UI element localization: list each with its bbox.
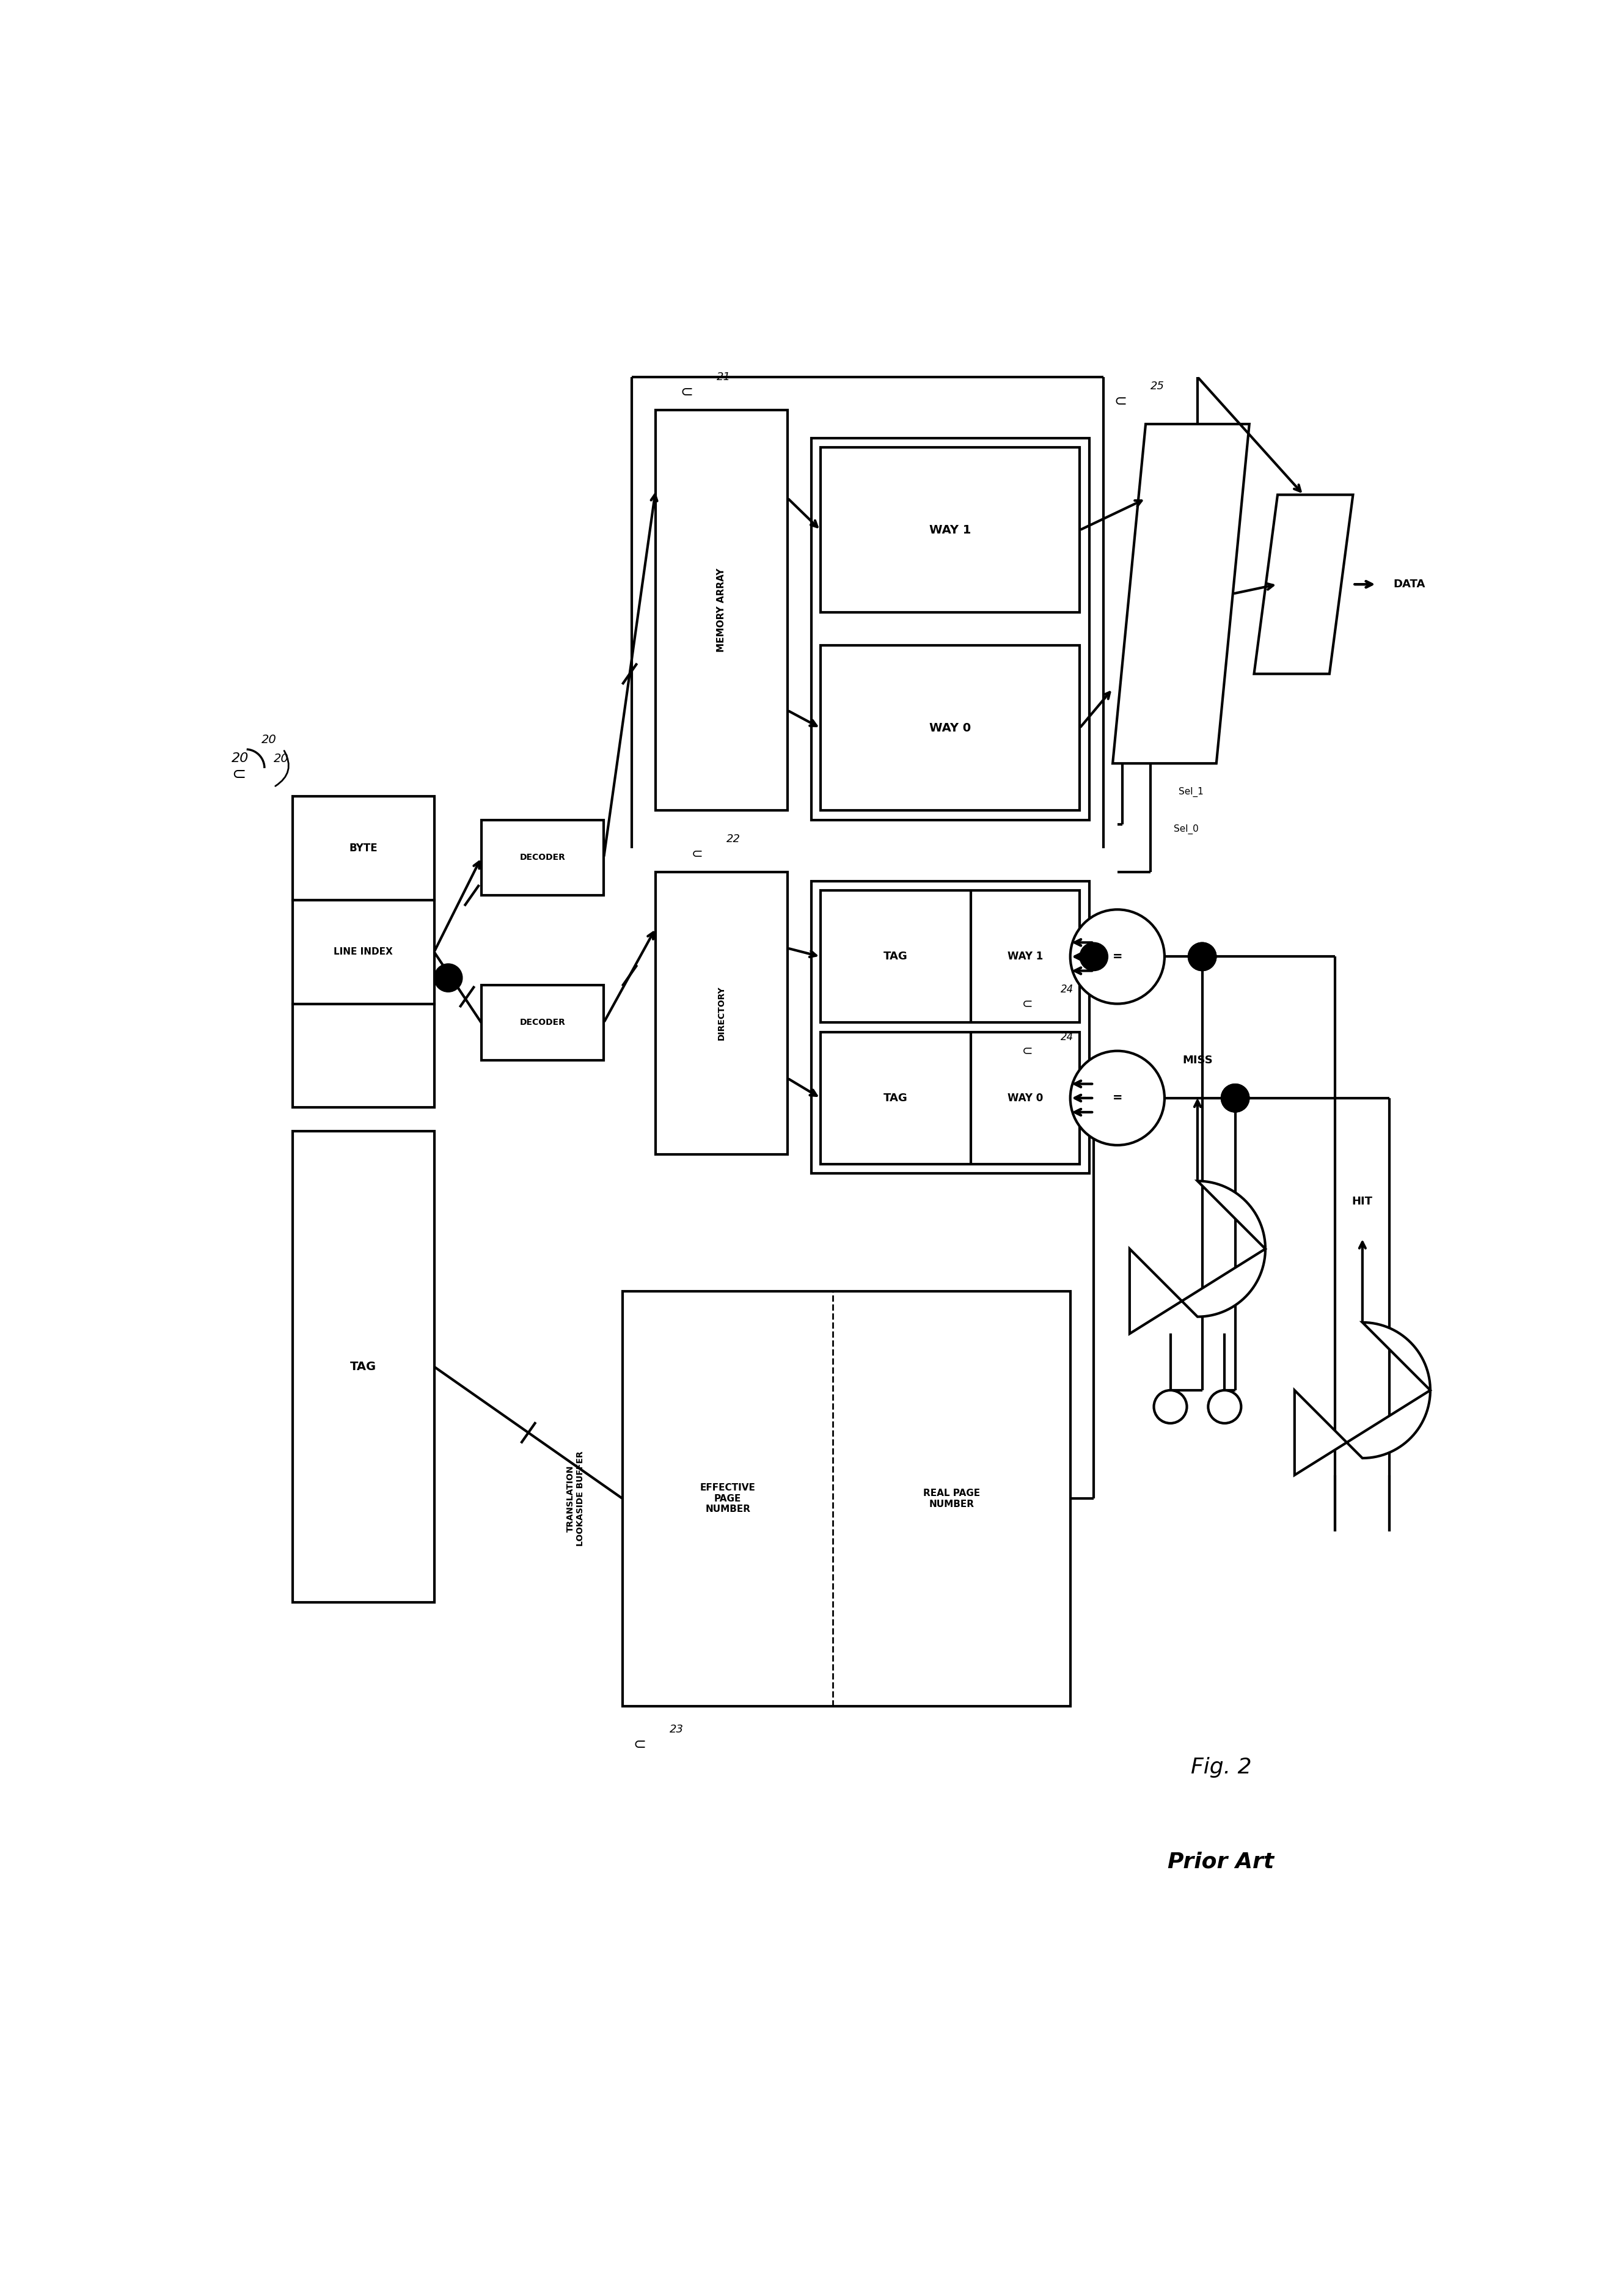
- Circle shape: [1080, 943, 1108, 970]
- FancyBboxPatch shape: [656, 410, 788, 811]
- Text: Sel_1: Sel_1: [1179, 788, 1203, 797]
- Text: DECODER: DECODER: [520, 854, 565, 863]
- Text: 25: 25: [1150, 380, 1164, 392]
- FancyBboxPatch shape: [820, 890, 1080, 1022]
- Text: 24: 24: [1060, 1031, 1073, 1043]
- Text: DIRECTORY: DIRECTORY: [718, 986, 726, 1041]
- Text: 20: 20: [261, 733, 276, 745]
- Text: =: =: [1112, 1093, 1122, 1104]
- Circle shape: [1221, 1084, 1249, 1111]
- Circle shape: [1189, 943, 1216, 970]
- Circle shape: [1189, 943, 1216, 970]
- Text: Prior Art: Prior Art: [1168, 1851, 1275, 1872]
- Circle shape: [1221, 1084, 1249, 1111]
- FancyBboxPatch shape: [820, 449, 1080, 613]
- Text: 20: 20: [274, 754, 289, 765]
- Text: $\subset\!\!\!$: $\subset\!\!\!$: [1020, 997, 1033, 1011]
- FancyBboxPatch shape: [292, 899, 434, 1004]
- Text: 21: 21: [716, 371, 731, 383]
- Text: 23: 23: [669, 1724, 684, 1735]
- Text: LINE INDEX: LINE INDEX: [335, 947, 393, 956]
- FancyBboxPatch shape: [292, 1132, 434, 1603]
- Text: $\subset\!\!\!$: $\subset\!\!\!$: [1020, 1045, 1033, 1057]
- Text: DATA: DATA: [1393, 578, 1426, 590]
- Circle shape: [1155, 1391, 1187, 1423]
- Text: $\subset\!\!\!$: $\subset\!\!\!$: [689, 847, 703, 858]
- Text: Sel_0: Sel_0: [1174, 824, 1199, 833]
- Text: $\subset\!\!\!$: $\subset\!\!\!$: [630, 1737, 646, 1751]
- Text: 22: 22: [726, 833, 741, 845]
- Polygon shape: [1130, 1182, 1265, 1334]
- FancyBboxPatch shape: [820, 647, 1080, 811]
- FancyBboxPatch shape: [481, 986, 604, 1061]
- FancyBboxPatch shape: [292, 1004, 434, 1107]
- FancyBboxPatch shape: [481, 820, 604, 895]
- Polygon shape: [1112, 424, 1249, 763]
- Text: WAY 1: WAY 1: [929, 524, 971, 535]
- Circle shape: [1070, 909, 1164, 1004]
- Text: TAG: TAG: [351, 1362, 377, 1373]
- Text: WAY 0: WAY 0: [929, 722, 971, 733]
- Text: TAG: TAG: [883, 952, 908, 963]
- Text: $\subset\!\!\!$: $\subset\!\!\!$: [229, 765, 245, 781]
- FancyBboxPatch shape: [622, 1291, 1070, 1705]
- Text: EFFECTIVE
PAGE
NUMBER: EFFECTIVE PAGE NUMBER: [700, 1482, 755, 1514]
- FancyBboxPatch shape: [292, 797, 434, 899]
- Text: $\subset\!\!\!$: $\subset\!\!\!$: [677, 385, 693, 398]
- Text: DECODER: DECODER: [520, 1018, 565, 1027]
- Text: WAY 1: WAY 1: [1007, 952, 1043, 963]
- Text: $\subset\!\!\!$: $\subset\!\!\!$: [1111, 394, 1127, 408]
- Text: BYTE: BYTE: [349, 842, 378, 854]
- Text: 24: 24: [1060, 984, 1073, 995]
- Circle shape: [1208, 1391, 1241, 1423]
- Circle shape: [434, 963, 463, 993]
- Polygon shape: [1294, 1323, 1431, 1475]
- Text: REAL PAGE
NUMBER: REAL PAGE NUMBER: [922, 1489, 981, 1510]
- Text: Fig. 2: Fig. 2: [1190, 1758, 1252, 1778]
- Polygon shape: [1254, 494, 1353, 674]
- Text: =: =: [1112, 952, 1122, 963]
- Text: WAY 0: WAY 0: [1007, 1093, 1043, 1104]
- Text: 20: 20: [232, 754, 248, 765]
- Text: TRANSLATION
LOOKASIDE BUFFER: TRANSLATION LOOKASIDE BUFFER: [567, 1450, 585, 1546]
- FancyBboxPatch shape: [656, 872, 788, 1154]
- Text: MEMORY ARRAY: MEMORY ARRAY: [716, 569, 726, 651]
- Text: TAG: TAG: [883, 1093, 908, 1104]
- Circle shape: [1070, 1052, 1164, 1145]
- Text: HIT: HIT: [1353, 1195, 1372, 1207]
- Text: MISS: MISS: [1182, 1054, 1213, 1066]
- FancyBboxPatch shape: [820, 1031, 1080, 1164]
